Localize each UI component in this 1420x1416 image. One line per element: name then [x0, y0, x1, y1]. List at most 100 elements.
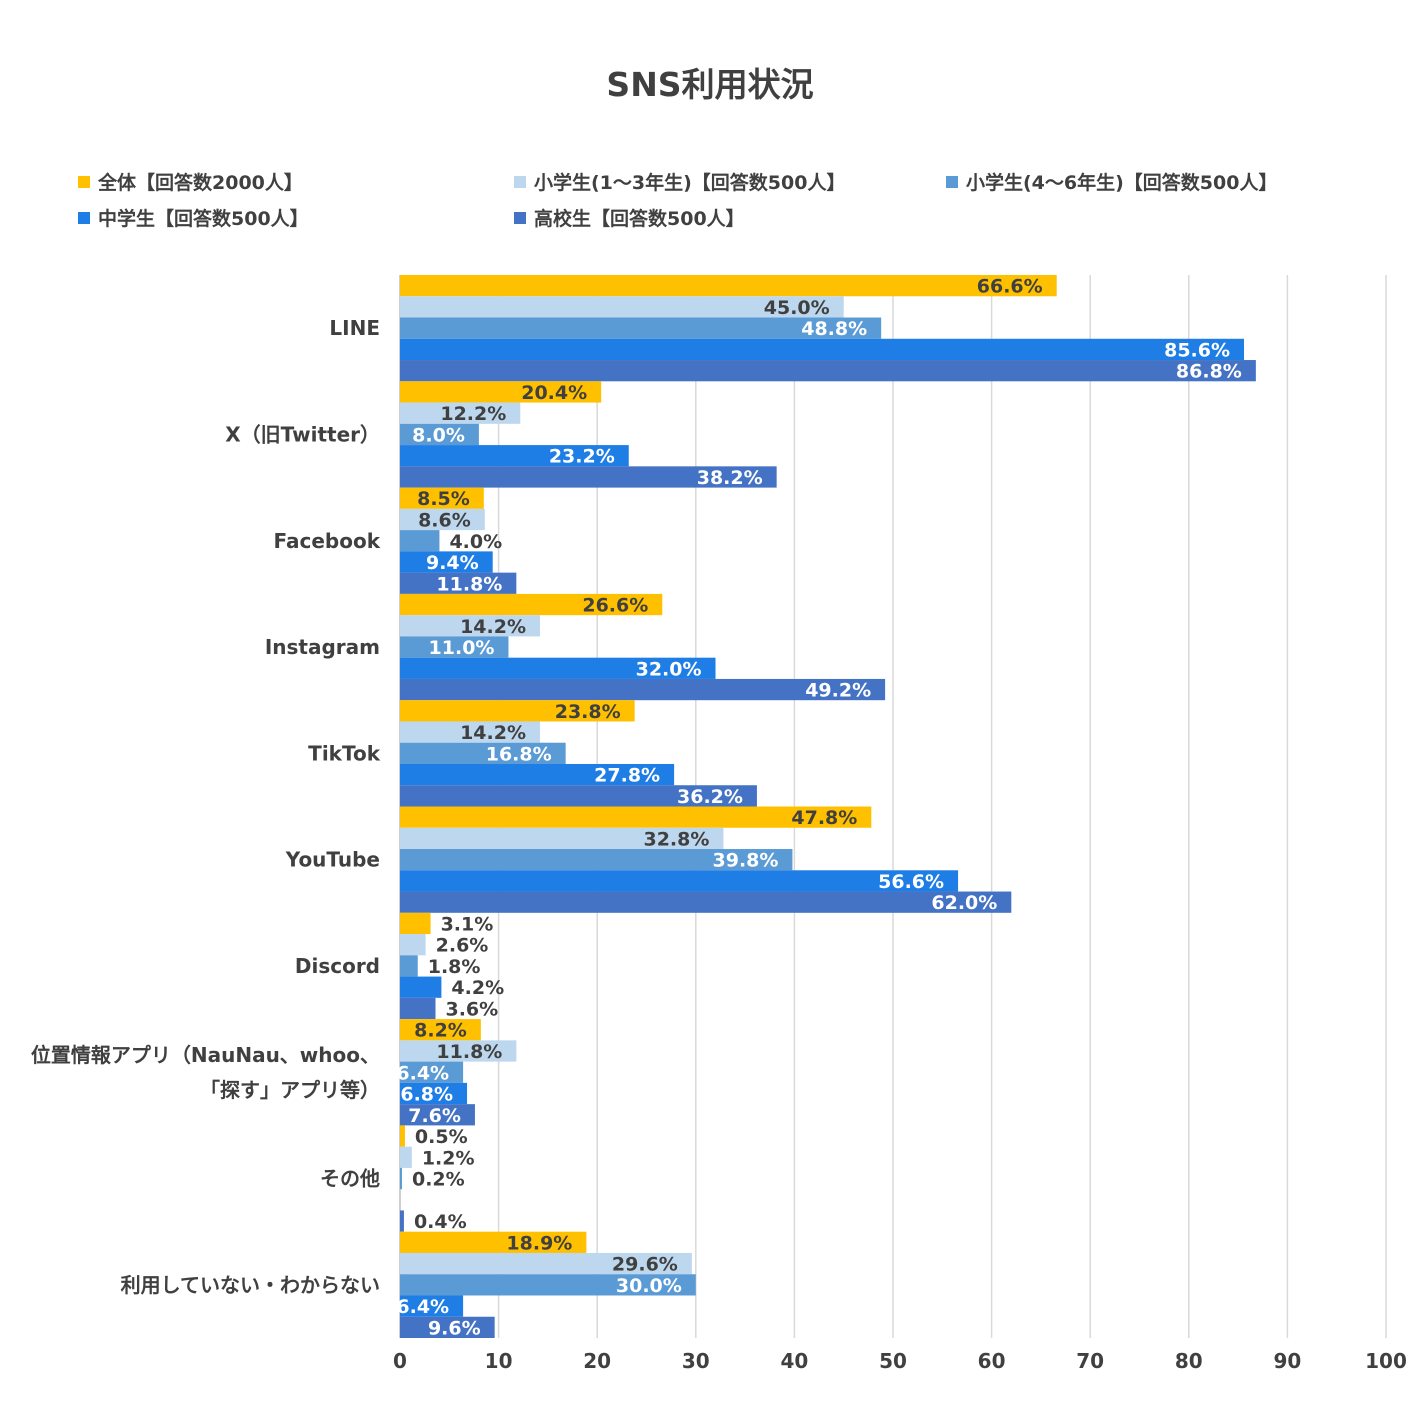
bar	[400, 763, 675, 786]
data-label: 0.5%	[415, 1126, 468, 1148]
x-tick-label: 0	[393, 1349, 407, 1373]
data-label: 0.2%	[412, 1169, 465, 1191]
data-label: 8.6%	[418, 509, 471, 531]
data-label: 8.0%	[412, 424, 465, 446]
bar	[400, 827, 724, 850]
bar	[400, 1061, 464, 1083]
legend-swatch	[514, 175, 526, 188]
x-tick-label: 30	[682, 1349, 710, 1373]
x-tick-label: 50	[879, 1349, 907, 1373]
data-label: 3.6%	[445, 998, 498, 1020]
bar	[400, 275, 1057, 297]
data-label: 8.2%	[414, 1020, 467, 1042]
data-label: 11.8%	[436, 573, 502, 595]
data-label: 6.4%	[396, 1296, 449, 1318]
legend-item: 小学生(1～3年生)【回答数500人】	[514, 168, 845, 195]
bar	[400, 721, 541, 743]
bar	[400, 678, 886, 701]
bar	[400, 1274, 696, 1296]
data-label: 3.1%	[441, 913, 494, 935]
legend-item: 全体【回答数2000人】	[78, 168, 303, 195]
bar	[400, 338, 1245, 361]
category-label: その他	[320, 1167, 380, 1191]
category-label: 「探す」アプリ等）	[200, 1078, 380, 1102]
data-label: 9.4%	[426, 552, 479, 574]
bar	[400, 849, 793, 871]
bar	[400, 976, 442, 998]
bar	[400, 445, 629, 467]
data-label: 14.2%	[460, 616, 526, 638]
bar	[400, 1040, 517, 1062]
x-tick-label: 20	[583, 1349, 611, 1373]
data-label: 6.4%	[396, 1062, 449, 1084]
legend-label: 小学生(1～3年生)【回答数500人】	[534, 172, 846, 194]
bar	[400, 1104, 475, 1126]
data-label: 48.8%	[801, 318, 867, 340]
data-label: 8.5%	[417, 488, 470, 510]
category-label: 利用していない・わからない	[121, 1273, 380, 1297]
data-label: 14.2%	[460, 722, 526, 744]
bar	[400, 1019, 481, 1041]
data-label: 6.8%	[400, 1084, 453, 1106]
legend-swatch	[78, 175, 90, 188]
data-label: 1.2%	[422, 1147, 475, 1169]
data-label: 1.8%	[428, 956, 481, 978]
legend-swatch	[514, 211, 526, 224]
bar	[400, 1125, 405, 1147]
data-label: 2.6%	[436, 935, 489, 957]
bar	[400, 934, 426, 956]
category-label: Discord	[295, 954, 380, 978]
legend-swatch	[946, 175, 958, 188]
bar	[400, 700, 635, 722]
bar	[400, 296, 844, 318]
data-label: 11.0%	[429, 637, 495, 659]
bar	[400, 423, 479, 446]
bar	[400, 806, 872, 828]
category-label: Instagram	[265, 635, 380, 659]
bar	[400, 1252, 692, 1275]
category-label: Facebook	[273, 529, 380, 553]
bar	[400, 530, 440, 552]
data-label: 26.6%	[582, 595, 648, 617]
x-tick-label: 90	[1273, 1349, 1301, 1373]
bar	[400, 891, 1012, 913]
data-label: 23.2%	[549, 446, 615, 468]
legend-item: 高校生【回答数500人】	[514, 204, 745, 231]
data-label: 11.8%	[436, 1041, 502, 1063]
x-tick-label: 60	[978, 1349, 1006, 1373]
data-label: 23.8%	[555, 701, 621, 723]
category-label: X（旧Twitter）	[225, 422, 380, 446]
data-label: 36.2%	[677, 786, 743, 808]
bar	[400, 508, 485, 531]
data-label: 0.4%	[414, 1211, 467, 1233]
legend-item: 中学生【回答数500人】	[78, 204, 309, 231]
bar	[400, 1146, 412, 1168]
bar	[400, 615, 541, 637]
bar	[400, 317, 882, 339]
x-tick-label: 80	[1175, 1349, 1203, 1373]
x-tick-label: 40	[780, 1349, 808, 1373]
data-label: 45.0%	[764, 297, 830, 319]
bar	[400, 657, 716, 679]
bar	[400, 997, 436, 1020]
data-label: 18.9%	[506, 1232, 572, 1254]
data-label: 30.0%	[616, 1275, 682, 1297]
legend-label: 小学生(4～6年生)【回答数500人】	[966, 172, 1278, 194]
bar	[400, 360, 1256, 382]
data-label: 47.8%	[791, 807, 857, 829]
legend-label: 中学生【回答数500人】	[98, 208, 309, 230]
data-label: 49.2%	[805, 680, 871, 702]
data-label: 85.6%	[1164, 339, 1230, 361]
bar	[400, 785, 757, 807]
bar	[400, 870, 959, 892]
bar	[400, 572, 517, 594]
data-label: 4.0%	[449, 531, 502, 553]
bar	[400, 955, 418, 977]
bar	[400, 912, 431, 935]
x-tick-label: 100	[1365, 1349, 1407, 1373]
legend-item: 小学生(4～6年生)【回答数500人】	[946, 168, 1277, 195]
data-label: 16.8%	[486, 743, 552, 765]
data-label: 27.8%	[594, 765, 660, 787]
data-label: 62.0%	[931, 892, 997, 914]
